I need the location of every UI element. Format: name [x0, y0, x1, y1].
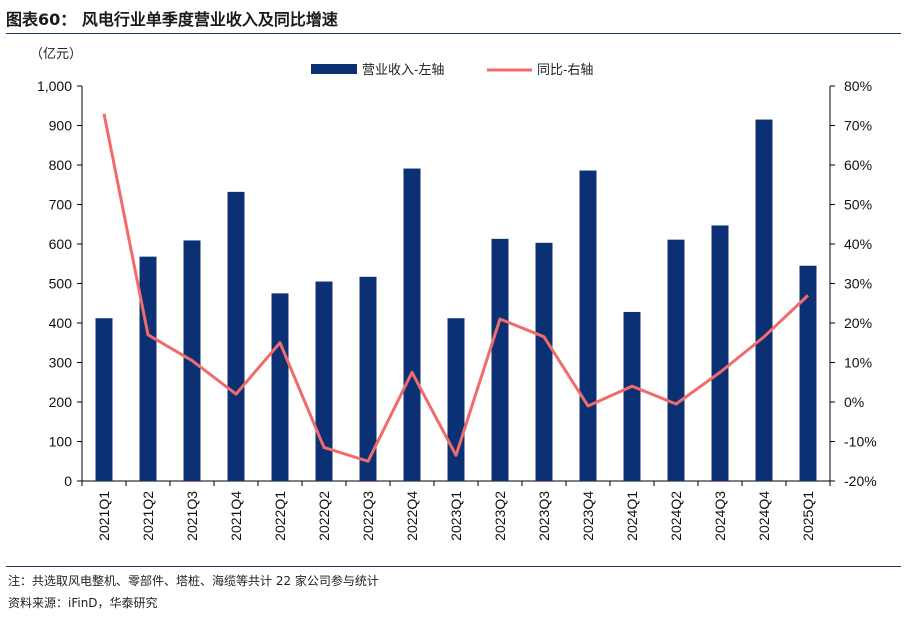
x-tick-label: 2023Q4 [580, 491, 596, 541]
x-tick-label: 2024Q1 [624, 491, 640, 541]
right-tick-label: 40% [844, 236, 872, 252]
bar-2023Q2 [491, 238, 509, 481]
right-tick-label: 30% [844, 276, 872, 292]
footer-divider [6, 566, 901, 567]
right-tick-label: -10% [844, 434, 877, 450]
right-tick-label: 20% [844, 315, 872, 331]
left-tick-label: 200 [49, 394, 73, 410]
left-tick-label: 1,000 [37, 78, 72, 94]
x-tick-label: 2023Q2 [492, 491, 508, 541]
left-tick-label: 400 [49, 315, 73, 331]
legend: 营业收入-左轴 同比-右轴 [311, 62, 593, 77]
source-text: 资料来源：iFinD，华泰研究 [8, 596, 158, 610]
bar-2024Q1 [623, 311, 641, 481]
left-tick-label: 500 [49, 276, 73, 292]
x-tick-label: 2024Q3 [712, 491, 728, 541]
x-tick-label: 2023Q1 [448, 491, 464, 541]
left-tick-label: 0 [64, 473, 72, 489]
x-tick-label: 2024Q4 [756, 491, 772, 541]
bar-2023Q3 [535, 242, 553, 481]
x-tick-label: 2023Q3 [536, 491, 552, 541]
x-tick-label: 2021Q2 [140, 491, 156, 541]
x-tick-label: 2022Q2 [316, 491, 332, 541]
legend-bar-swatch [311, 64, 357, 74]
left-tick-label: 700 [49, 197, 73, 213]
bar-2021Q4 [227, 191, 245, 482]
bar-2024Q2 [667, 239, 685, 481]
right-tick-label: 10% [844, 355, 872, 371]
x-tick-label: 2021Q4 [228, 491, 244, 541]
x-tick-label: 2024Q2 [668, 491, 684, 541]
bar-2022Q1 [271, 293, 289, 481]
legend-bar-label: 营业收入-左轴 [362, 62, 444, 77]
right-tick-label: -20% [844, 473, 877, 489]
x-tick-label: 2022Q1 [272, 491, 288, 541]
left-tick-label: 600 [49, 236, 73, 252]
left-axis-unit: （亿元） [30, 46, 82, 61]
line-series [102, 113, 810, 463]
x-tick-label: 2021Q3 [184, 491, 200, 541]
right-tick-label: 60% [844, 157, 872, 173]
legend-line-label: 同比-右轴 [537, 62, 593, 77]
left-tick-label: 100 [49, 434, 73, 450]
right-tick-label: 50% [844, 197, 872, 213]
left-tick-label: 800 [49, 157, 73, 173]
bar-2023Q4 [579, 170, 597, 481]
chart-title: 图表60： 风电行业单季度营业收入及同比增速 [6, 10, 338, 29]
right-tick-label: 80% [844, 78, 872, 94]
left-tick-label: 300 [49, 355, 73, 371]
x-tick-label: 2022Q3 [360, 491, 376, 541]
bar-2021Q1 [95, 318, 113, 481]
tick-labels: 0 100 200 300 400 500 600 700 800 900 1,000 -20% -10… [37, 78, 877, 541]
title-divider [6, 33, 901, 34]
bar-2022Q4 [403, 168, 421, 481]
bar-series [95, 119, 817, 482]
chart: （亿元） 营业收入-左轴 同比-右轴 0 100 200 300 400 500 600 70… [30, 46, 877, 541]
left-tick-label: 900 [49, 118, 73, 134]
bar-2022Q2 [315, 281, 333, 481]
right-tick-label: 0% [844, 394, 864, 410]
x-tick-label: 2025Q1 [800, 491, 816, 541]
bar-2024Q4 [755, 119, 773, 481]
right-tick-label: 70% [844, 118, 872, 134]
x-tick-label: 2022Q4 [404, 491, 420, 541]
bar-2022Q3 [359, 276, 377, 481]
bar-2025Q1 [799, 265, 817, 481]
bar-2021Q2 [139, 256, 157, 481]
bar-2024Q3 [711, 225, 729, 481]
x-tick-label: 2021Q1 [96, 491, 112, 541]
note-text: 注：共选取风电整机、零部件、塔桩、海缆等共计 22 家公司参与统计 [8, 574, 379, 588]
